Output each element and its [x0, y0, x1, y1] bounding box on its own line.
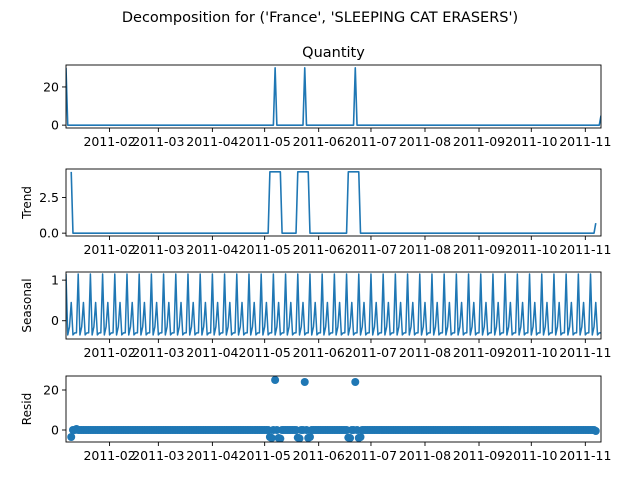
seasonal-line — [66, 273, 601, 336]
resid-point — [591, 427, 600, 435]
x-tick-label: 2011-08 — [399, 242, 451, 257]
x-tick-label: 2011-10 — [505, 242, 557, 257]
series-line — [66, 67, 601, 126]
resid-point — [295, 434, 304, 442]
x-tick-label: 2011-03 — [132, 448, 184, 463]
y-tick-label: 0 — [51, 423, 59, 438]
x-tick-label: 2011-11 — [559, 345, 611, 360]
x-tick-label: 2011-08 — [399, 448, 451, 463]
x-tick-label: 2011-10 — [505, 345, 557, 360]
resid-point — [351, 378, 360, 386]
x-tick-label: 2011-05 — [239, 134, 291, 149]
y-tick-label: 2.5 — [39, 190, 59, 205]
plot-data — [66, 273, 601, 336]
x-tick-label: 2011-11 — [559, 242, 611, 257]
x-tick-label: 2011-07 — [345, 448, 397, 463]
resid-point — [356, 433, 365, 441]
x-tick-label: 2011-02 — [83, 242, 135, 257]
x-tick-label: 2011-09 — [453, 448, 505, 463]
resid-point — [346, 434, 355, 442]
x-tick-label: 2011-08 — [399, 134, 451, 149]
series-line — [70, 171, 597, 234]
x-tick-label: 2011-09 — [453, 345, 505, 360]
y-axis-label: Trend — [20, 186, 34, 220]
x-tick-label: 2011-06 — [293, 242, 345, 257]
plot-data — [67, 376, 600, 442]
x-tick-label: 2011-09 — [453, 134, 505, 149]
x-tick-label: 2011-09 — [453, 242, 505, 257]
x-tick-label: 2011-10 — [505, 134, 557, 149]
y-axis-label: Seasonal — [20, 278, 34, 332]
y-tick-label: 20 — [43, 79, 59, 94]
x-tick-label: 2011-06 — [293, 134, 345, 149]
x-tick-label: 2011-03 — [132, 242, 184, 257]
x-tick-label: 2011-11 — [559, 134, 611, 149]
x-tick-label: 2011-11 — [559, 448, 611, 463]
axes-frame — [65, 168, 602, 237]
x-tick-label: 2011-02 — [83, 134, 135, 149]
plot-data — [70, 171, 597, 234]
y-tick-label: 0.0 — [39, 226, 59, 241]
x-tick-label: 2011-04 — [186, 242, 238, 257]
x-tick-label: 2011-06 — [293, 448, 345, 463]
y-tick-label: 0 — [51, 313, 59, 328]
x-tick-label: 2011-04 — [186, 134, 238, 149]
subplot-title: Quantity — [302, 45, 365, 61]
resid-point — [267, 434, 276, 442]
resid-point — [271, 376, 280, 384]
x-tick-label: 2011-08 — [399, 345, 451, 360]
axes-frame — [65, 271, 602, 340]
resid-point — [300, 378, 309, 386]
axes-frame — [65, 375, 602, 443]
x-tick-label: 2011-02 — [83, 448, 135, 463]
y-tick-label: 20 — [43, 383, 59, 398]
figure-suptitle: Decomposition for ('France', 'SLEEPING C… — [122, 10, 518, 26]
resid-point — [276, 434, 285, 442]
x-tick-label: 2011-07 — [345, 345, 397, 360]
x-tick-label: 2011-05 — [239, 448, 291, 463]
resid-point — [67, 433, 76, 441]
y-axis-label: Resid — [20, 393, 34, 425]
x-tick-label: 2011-05 — [239, 242, 291, 257]
x-tick-label: 2011-04 — [186, 448, 238, 463]
axes-frame — [65, 64, 602, 129]
x-tick-label: 2011-04 — [186, 345, 238, 360]
x-tick-label: 2011-07 — [345, 134, 397, 149]
x-tick-label: 2011-07 — [345, 242, 397, 257]
x-tick-label: 2011-05 — [239, 345, 291, 360]
x-tick-label: 2011-10 — [505, 448, 557, 463]
x-tick-label: 2011-03 — [132, 134, 184, 149]
resid-point — [305, 433, 314, 441]
x-tick-label: 2011-03 — [132, 345, 184, 360]
y-tick-label: 1 — [51, 273, 59, 288]
plot-data — [66, 67, 601, 126]
x-tick-label: 2011-06 — [293, 345, 345, 360]
x-tick-label: 2011-02 — [83, 345, 135, 360]
y-tick-label: 0 — [51, 118, 59, 133]
